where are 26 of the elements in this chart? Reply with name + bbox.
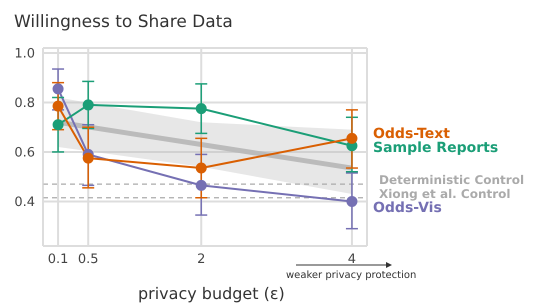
point (52, 100, 64, 112)
x-tick-label: 4 (348, 252, 356, 268)
y-tick-label: 0.8 (14, 96, 35, 112)
point (52, 83, 64, 94)
point (52, 119, 64, 130)
point (82, 152, 94, 164)
ref-line-label: Deterministic Control (379, 172, 524, 187)
ref-line-label: Xiong et al. Control (379, 186, 511, 201)
y-tick-label: 0.6 (14, 146, 35, 161)
y-tick-label: 1.0 (14, 46, 35, 62)
series-label: Odds-Text (373, 126, 450, 142)
series-label: Sample Reports (373, 140, 498, 156)
x-tick-label: 2 (197, 252, 206, 268)
y-tick-label: 0.4 (14, 195, 35, 210)
x-axis-title: privacy budget (ε) (138, 284, 285, 303)
text: weaker privacy protection (286, 270, 416, 281)
point (346, 132, 358, 144)
point (82, 99, 94, 110)
point (346, 196, 358, 207)
point (196, 180, 207, 191)
chart-title: Willingness to Share Data (14, 12, 233, 32)
x-tick-label: 0.1 (48, 252, 68, 268)
x-tick-label: 0.5 (78, 252, 99, 268)
point (196, 162, 207, 174)
point (196, 103, 207, 114)
series-label: Odds-Vis (373, 200, 442, 216)
